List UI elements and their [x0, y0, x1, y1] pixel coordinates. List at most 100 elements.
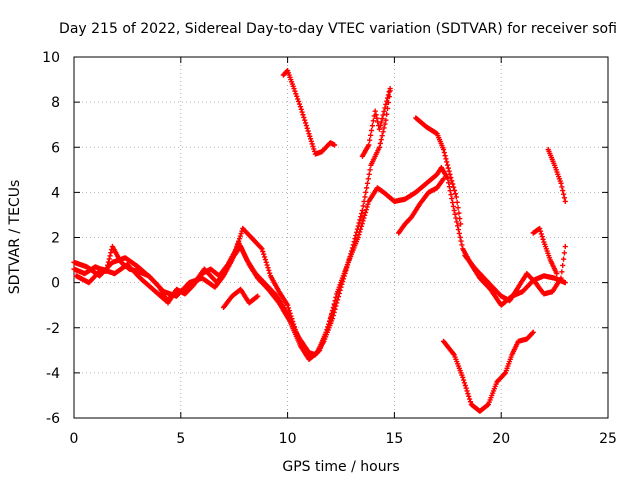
- series-track-e: [359, 85, 393, 159]
- plus-marker: [358, 210, 365, 217]
- plus-marker: [558, 275, 564, 281]
- series-track-j: [530, 225, 560, 277]
- plus-marker: [440, 176, 447, 182]
- plus-marker: [343, 267, 349, 274]
- x-tick-label: 15: [385, 431, 403, 447]
- plus-marker: [451, 187, 458, 194]
- axis-ticks: [73, 56, 609, 419]
- plus-marker: [107, 253, 113, 259]
- plus-marker: [465, 391, 471, 397]
- plus-marker: [306, 131, 312, 137]
- plus-marker: [368, 127, 375, 134]
- plus-marker: [324, 326, 330, 333]
- plus-marker: [378, 136, 384, 143]
- plus-marker: [261, 251, 267, 257]
- plus-marker: [362, 194, 368, 200]
- plus-marker: [364, 204, 370, 210]
- y-tick-label: 10: [42, 50, 60, 66]
- plus-marker: [382, 121, 388, 127]
- plus-marker: [307, 133, 313, 139]
- plus-marker: [378, 119, 384, 125]
- plus-marker: [285, 305, 292, 311]
- plus-marker: [449, 178, 455, 184]
- series-track-b: [71, 88, 393, 358]
- plus-marker: [354, 229, 360, 235]
- plus-marker: [302, 120, 309, 126]
- plus-marker: [307, 136, 314, 142]
- plus-marker: [372, 108, 378, 114]
- series-track-l: [220, 286, 261, 311]
- plus-marker: [334, 297, 341, 303]
- plus-marker: [539, 233, 545, 240]
- plus-marker: [362, 209, 369, 216]
- plus-marker: [540, 236, 546, 242]
- plus-marker: [451, 207, 457, 214]
- plus-marker: [449, 195, 455, 202]
- series-track-d: [280, 67, 338, 157]
- plus-marker: [108, 250, 114, 256]
- plus-marker: [560, 256, 567, 262]
- plus-marker: [285, 302, 291, 308]
- plus-marker: [367, 167, 373, 173]
- plus-marker: [261, 254, 268, 260]
- plus-marker: [323, 329, 329, 335]
- plus-marker: [454, 219, 460, 225]
- plus-marker: [444, 159, 450, 165]
- plus-marker: [386, 89, 392, 95]
- plus-marker: [381, 108, 387, 115]
- plus-marker: [303, 122, 309, 129]
- plus-marker: [502, 371, 508, 377]
- plus-marker: [335, 294, 342, 300]
- plus-marker: [467, 399, 474, 405]
- plus-marker: [302, 117, 308, 123]
- plus-marker: [538, 231, 544, 237]
- plus-marker: [340, 278, 346, 285]
- series-track-h: [440, 329, 536, 414]
- series-track-f: [396, 176, 447, 236]
- plus-marker: [358, 214, 364, 220]
- plus-marker: [529, 330, 536, 336]
- x-tick-label: 20: [492, 431, 510, 447]
- plus-marker: [267, 270, 273, 276]
- plus-marker: [559, 184, 565, 190]
- plus-marker: [559, 269, 565, 275]
- plus-marker: [329, 310, 335, 316]
- plus-marker: [258, 245, 264, 251]
- plus-marker: [330, 308, 336, 314]
- plus-marker: [295, 96, 301, 102]
- plus-marker: [364, 185, 370, 191]
- plus-marker: [455, 223, 461, 229]
- y-tick-label: -2: [46, 321, 60, 337]
- plus-marker: [352, 235, 358, 242]
- plus-marker: [537, 228, 544, 234]
- plus-marker: [458, 221, 464, 227]
- plus-marker: [560, 191, 567, 197]
- plus-marker: [376, 126, 383, 132]
- plus-marker: [266, 267, 272, 274]
- plus-marker: [106, 256, 112, 262]
- plus-marker: [359, 207, 365, 214]
- plus-marker: [259, 246, 265, 252]
- plus-marker: [340, 276, 347, 282]
- plus-marker: [447, 171, 453, 177]
- plus-marker: [297, 104, 304, 110]
- plus-marker: [456, 210, 462, 216]
- plus-marker: [466, 396, 473, 402]
- plus-marker: [296, 101, 303, 107]
- plus-marker: [558, 180, 564, 186]
- plus-marker: [384, 111, 390, 117]
- plus-marker: [459, 242, 465, 248]
- plus-marker: [387, 85, 393, 92]
- plus-marker: [264, 262, 270, 268]
- chart-title: Day 215 of 2022, Sidereal Day-to-day VTE…: [59, 21, 617, 37]
- plus-marker: [311, 146, 317, 152]
- plus-marker: [446, 180, 452, 186]
- plus-marker: [350, 242, 356, 248]
- plus-marker: [369, 123, 376, 129]
- plus-marker: [265, 265, 271, 271]
- plus-marker: [345, 259, 351, 265]
- plus-marker: [460, 374, 466, 380]
- plus-marker: [365, 201, 371, 207]
- x-tick-label: 5: [176, 431, 185, 447]
